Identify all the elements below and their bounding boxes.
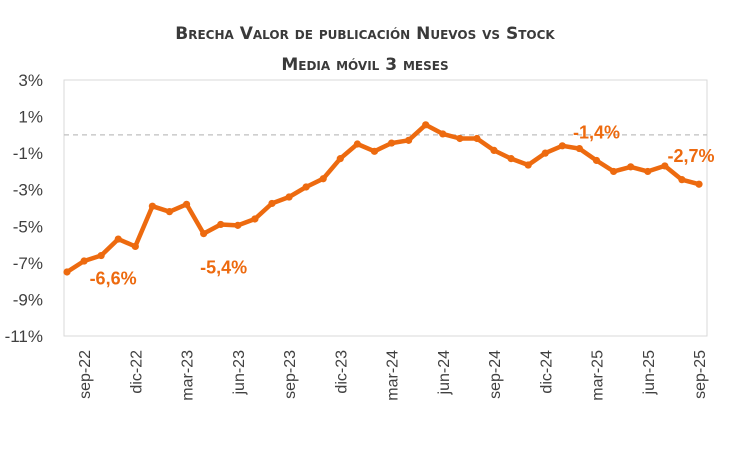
chart-title: Brecha Valor de publicación Nuevos vs St…	[175, 24, 555, 44]
data-point	[473, 134, 481, 143]
data-point	[165, 208, 174, 216]
x-tick-label: sep-22	[77, 350, 94, 399]
data-point	[80, 257, 88, 265]
x-tick-label: jun-25	[641, 350, 658, 396]
data-point	[592, 156, 601, 165]
data-point	[217, 220, 225, 229]
data-point	[558, 142, 566, 150]
data-label: -5,4%	[200, 258, 247, 278]
x-tick-label: jun-24	[436, 350, 453, 396]
data-point	[370, 147, 379, 155]
data-point	[63, 268, 71, 276]
x-tick-label: sep-24	[487, 350, 504, 399]
data-point	[507, 155, 515, 163]
x-tick-label: dic-23	[333, 350, 350, 394]
data-point	[148, 202, 157, 210]
x-tick-label: sep-23	[282, 350, 299, 399]
data-point	[182, 200, 191, 208]
data-point	[353, 140, 361, 148]
data-point	[405, 136, 413, 144]
data-point	[575, 144, 584, 153]
data-point	[439, 130, 447, 138]
data-point	[678, 176, 686, 184]
data-point	[234, 221, 242, 229]
data-point	[490, 146, 498, 154]
data-point	[319, 175, 327, 183]
data-label: -1,4%	[573, 122, 620, 142]
y-tick-label: -5%	[13, 217, 43, 236]
data-point	[422, 121, 430, 129]
data-point	[387, 139, 396, 147]
data-point	[302, 183, 310, 191]
x-tick-label: jun-23	[231, 350, 248, 396]
data-point	[695, 180, 703, 188]
x-tick-label: mar-23	[180, 350, 197, 401]
x-tick-label: dic-22	[128, 350, 145, 394]
data-point	[524, 161, 532, 169]
data-point	[661, 162, 669, 170]
y-tick-label: 1%	[18, 108, 43, 127]
x-tick-label: mar-24	[385, 350, 402, 401]
y-tick-label: -3%	[13, 181, 43, 200]
y-tick-label: -1%	[13, 144, 43, 163]
data-point	[114, 235, 122, 243]
data-label: -2,7%	[667, 146, 714, 166]
data-point	[609, 167, 618, 176]
data-point	[336, 155, 344, 163]
y-tick-label: -9%	[13, 290, 43, 309]
x-tick-label: sep-25	[692, 350, 709, 399]
y-tick-label: 3%	[18, 71, 43, 90]
x-tick-label: dic-24	[538, 350, 555, 394]
data-point	[541, 149, 549, 157]
plot-area-frame	[63, 79, 708, 337]
series-line	[64, 122, 702, 275]
chart-subtitle: Media móvil 3 meses	[281, 55, 449, 75]
data-point	[456, 134, 464, 143]
data-point	[251, 215, 259, 223]
data-label: -6,6%	[90, 269, 137, 289]
data-point	[644, 167, 652, 176]
data-point	[131, 242, 139, 250]
y-tick-label: -11%	[5, 327, 43, 346]
data-point	[285, 193, 293, 201]
data-point	[627, 163, 635, 171]
data-point	[268, 199, 276, 208]
data-point	[97, 251, 105, 260]
data-point	[200, 230, 208, 238]
y-tick-label: -7%	[13, 254, 43, 273]
x-tick-label: mar-25	[590, 350, 607, 401]
